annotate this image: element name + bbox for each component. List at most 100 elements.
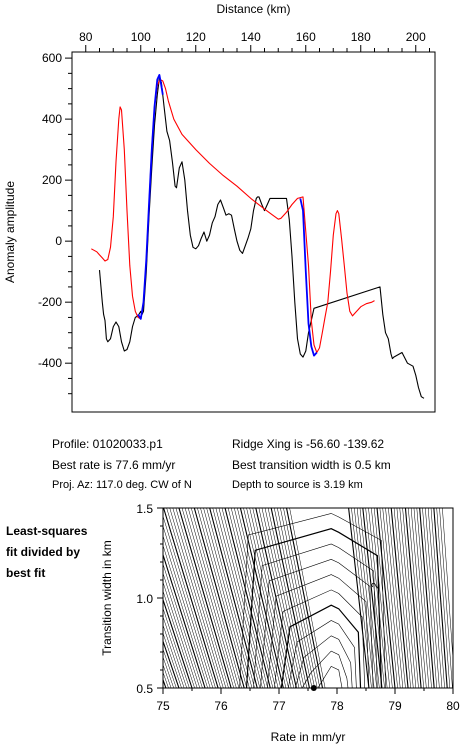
contour-line <box>260 558 374 688</box>
contour-line <box>419 508 435 688</box>
contour-line <box>348 508 370 688</box>
contour-line <box>209 508 258 688</box>
side-note-line-2: fit divided by <box>6 545 81 559</box>
contour-line <box>163 598 193 688</box>
contour-line <box>163 563 203 688</box>
contour-line <box>163 534 211 688</box>
contour-line <box>436 508 451 688</box>
contour-line <box>309 666 344 688</box>
x-axis-title: Distance (km) <box>216 2 290 16</box>
contour-line <box>193 508 245 688</box>
contour-value-label: 2 <box>370 581 382 590</box>
contour-line <box>163 515 216 688</box>
x-tick-label: 77 <box>272 699 286 713</box>
contour-line <box>402 508 419 688</box>
contour-line <box>368 508 388 688</box>
contour-line <box>252 508 295 688</box>
contour-line <box>439 508 453 688</box>
contour-line <box>181 508 235 688</box>
contour-line <box>172 508 227 688</box>
contour-line <box>175 508 229 688</box>
contour-line <box>274 589 366 688</box>
contour-line <box>227 508 274 688</box>
contour-line <box>163 553 206 688</box>
side-note-line-1: Least-squares <box>6 524 88 538</box>
ridge-crossing-text: Ridge Xing is -56.60 -139.62 <box>232 437 385 451</box>
contour-line <box>178 508 232 688</box>
side-note-line-3: best fit <box>6 566 46 580</box>
contour-line <box>239 513 386 688</box>
series-line-2 <box>91 78 375 354</box>
contour-line <box>430 508 445 688</box>
series-line-4 <box>299 198 318 357</box>
x-tick-label: 160 <box>296 30 316 44</box>
contour-line <box>191 508 242 688</box>
contour-line <box>354 508 375 688</box>
contour-line <box>382 508 401 688</box>
x-tick-label: 75 <box>156 699 170 713</box>
contour-line <box>163 624 185 688</box>
contour-line <box>163 648 177 688</box>
y-axis-title: Anomaly amplitude <box>3 181 17 283</box>
contour-line <box>218 508 266 688</box>
y-axis-title: Transition width in km <box>100 540 114 656</box>
contour-line <box>163 525 214 688</box>
contour-line <box>163 590 195 688</box>
contour-line <box>249 508 292 688</box>
contour-line <box>270 508 310 688</box>
contour-line <box>230 508 276 688</box>
contour-line <box>416 508 432 688</box>
y-tick-label: 400 <box>42 112 62 126</box>
plot-frame <box>71 51 436 413</box>
contour-line <box>427 508 443 688</box>
x-tick-label: 120 <box>186 30 206 44</box>
contour-line <box>280 508 318 688</box>
x-tick-label: 200 <box>406 30 426 44</box>
contour-line <box>163 615 188 688</box>
contour-line <box>362 508 383 688</box>
contour-line <box>166 508 221 688</box>
contour-line <box>273 508 313 688</box>
y-tick-label: -200 <box>38 295 62 309</box>
contour-line <box>206 508 255 688</box>
contour-line <box>187 508 240 688</box>
contour-line <box>413 508 430 688</box>
contour-line <box>267 574 370 688</box>
x-tick-label: 100 <box>131 30 151 44</box>
contour-line <box>234 508 279 688</box>
contour-line <box>399 508 417 688</box>
profile-text: Profile: 01020033.p1 <box>52 437 163 451</box>
best-rate-text: Best rate is 77.6 mm/yr <box>52 458 176 472</box>
y-tick-label: 0.5 <box>136 682 153 696</box>
contour-line <box>301 650 349 688</box>
best-width-text: Best transition width is 0.5 km <box>232 458 391 472</box>
contour-line <box>280 604 362 688</box>
x-tick-label: 80 <box>446 699 460 713</box>
series-line-3 <box>137 74 164 320</box>
contour-line <box>422 508 438 688</box>
contour-line <box>371 508 391 688</box>
contour-line <box>365 508 385 688</box>
contour-line <box>404 508 422 688</box>
contour-line <box>212 508 261 688</box>
contour-line <box>253 543 378 688</box>
contour-line <box>267 508 308 688</box>
contour-line <box>245 528 383 688</box>
contour-line <box>169 508 224 688</box>
contour-line <box>289 508 326 688</box>
best-fit-point <box>310 685 317 691</box>
contour-line <box>163 508 219 688</box>
depth-to-source-text: Depth to source is 3.19 km <box>232 479 363 491</box>
anomaly-profile-chart: 80 100 120 140 160 180 200 Distance (km) 600 400 2… <box>3 2 436 413</box>
contour-line <box>376 508 396 688</box>
contour-line <box>277 508 315 688</box>
contour-line <box>163 581 198 688</box>
contour-line <box>433 508 448 688</box>
contour-line <box>258 508 300 688</box>
y-tick-label: 200 <box>42 173 62 187</box>
x-tick-label: 140 <box>241 30 261 44</box>
y-tick-label: -400 <box>38 356 62 370</box>
contour-line <box>385 508 404 688</box>
contour-line <box>243 508 287 688</box>
contour-line <box>264 508 305 688</box>
